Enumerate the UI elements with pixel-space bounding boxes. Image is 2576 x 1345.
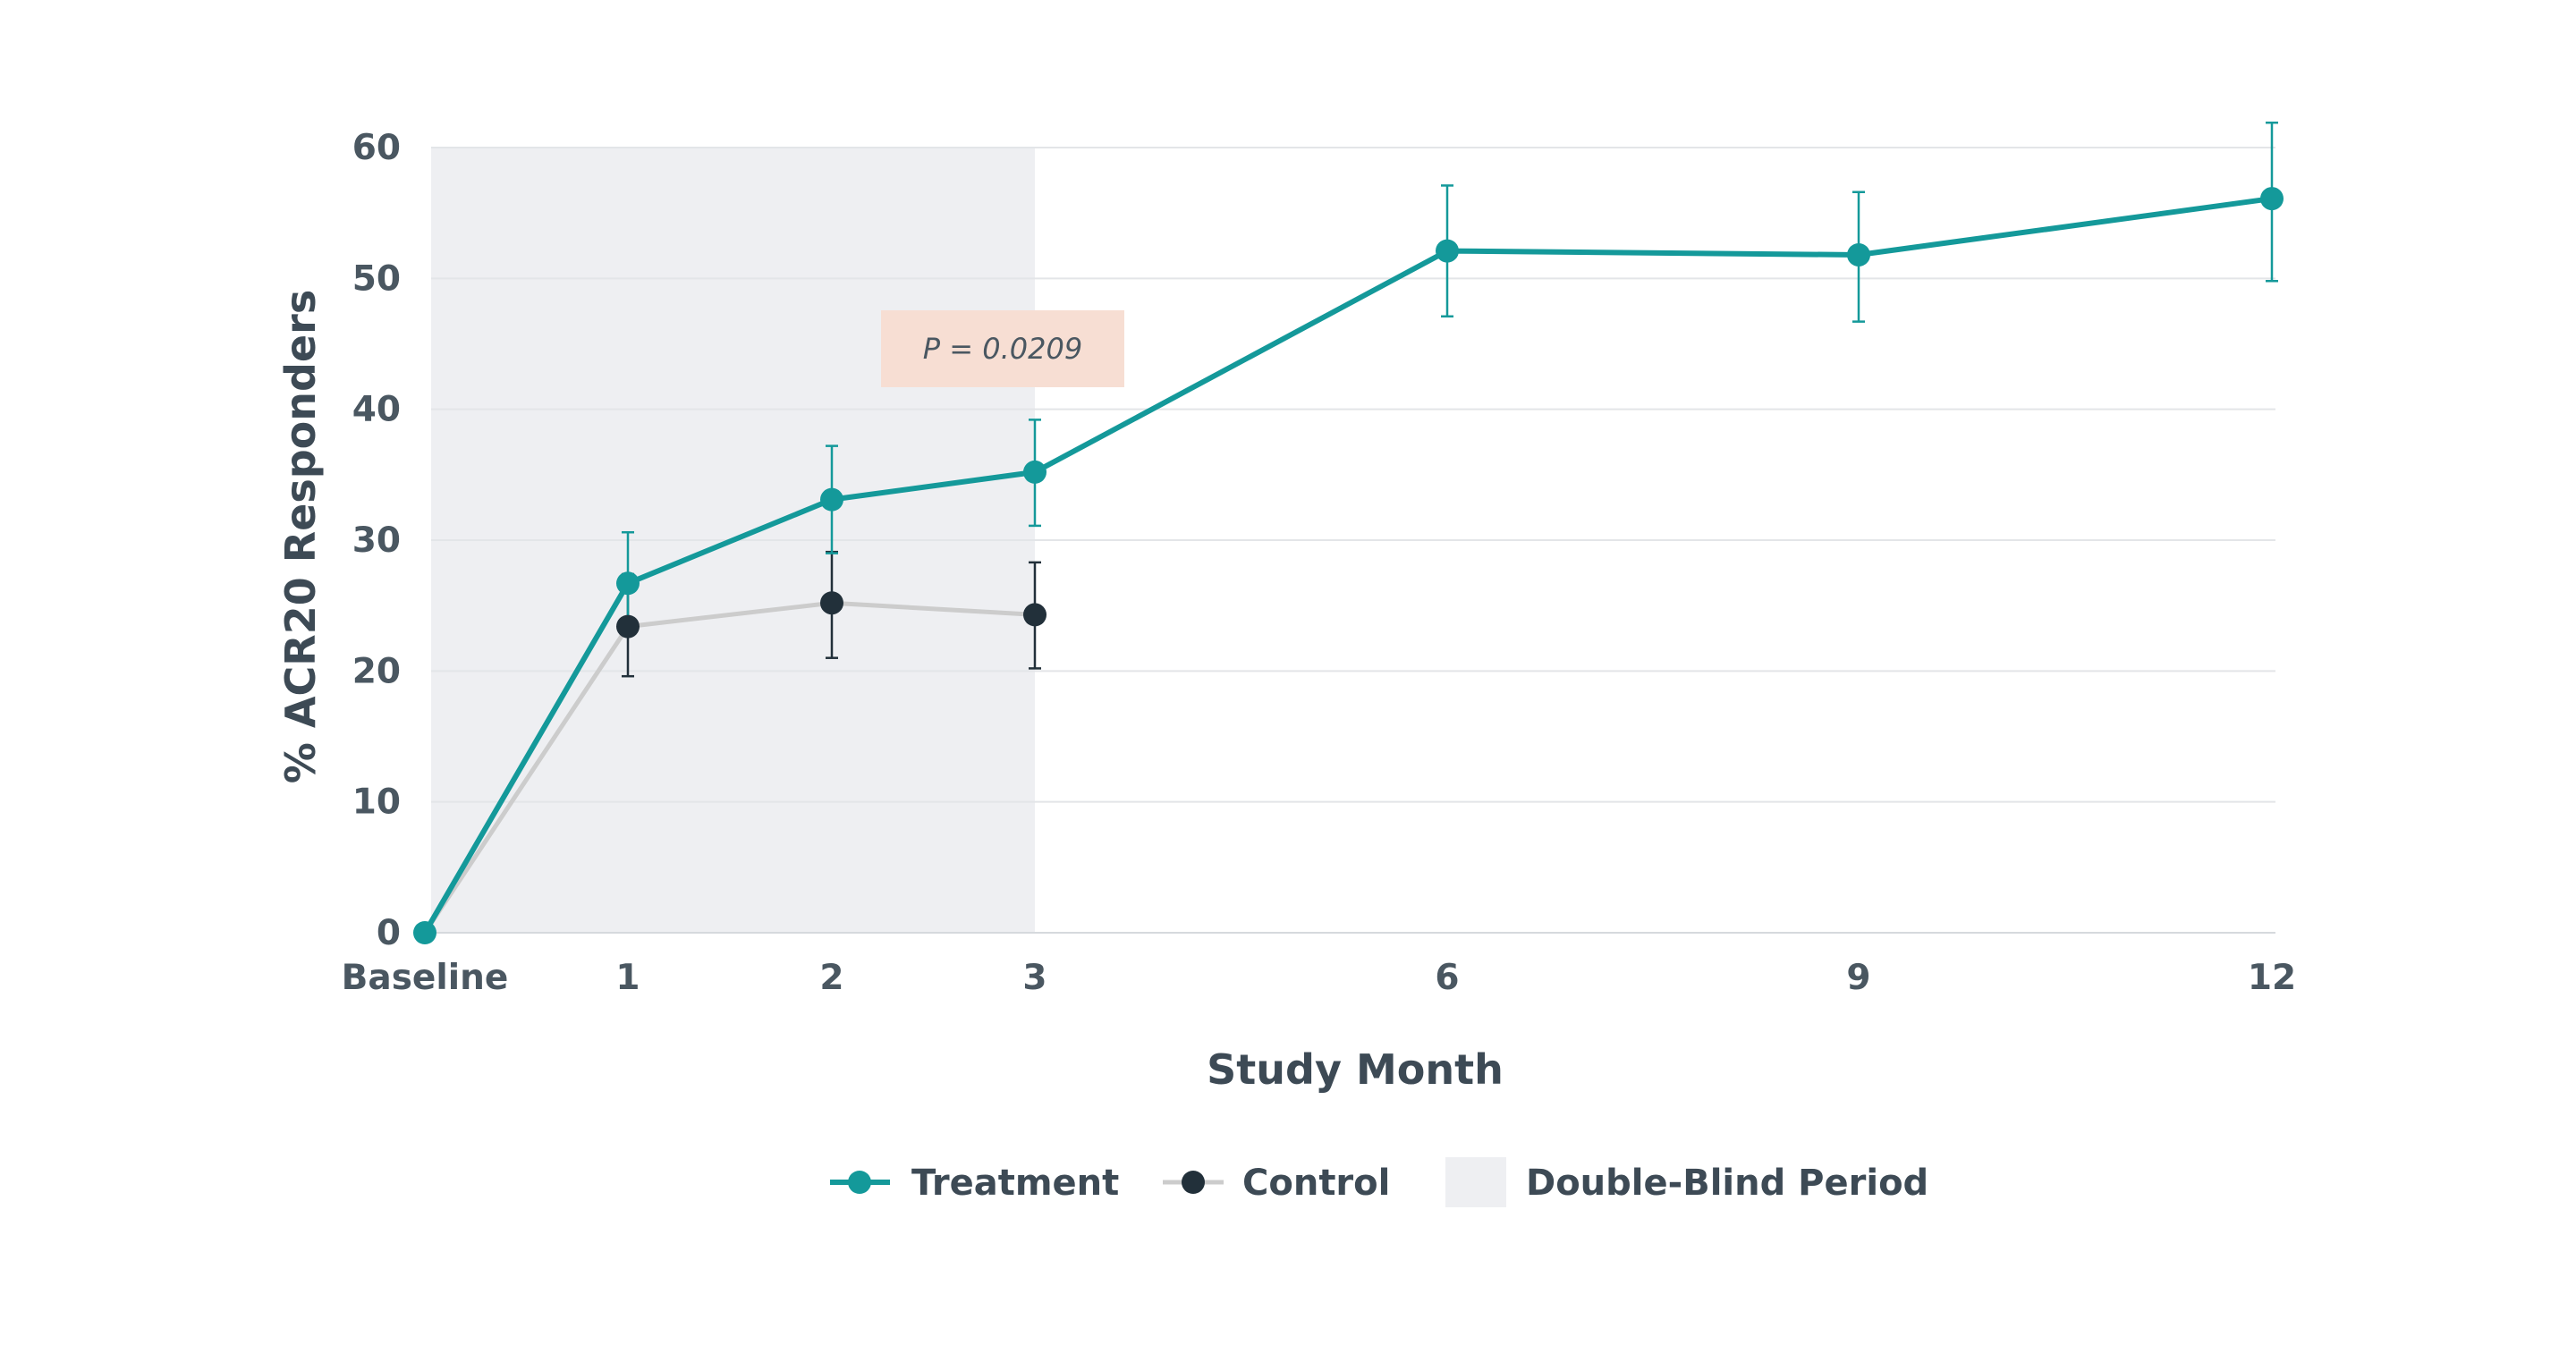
control-point xyxy=(820,591,843,615)
legend-item-control: Control xyxy=(1163,1163,1390,1204)
legend-item-treatment: Treatment xyxy=(830,1163,1119,1204)
treatment-point xyxy=(2260,187,2284,211)
control-point xyxy=(1023,603,1046,627)
y-tick-label: 10 xyxy=(352,782,401,823)
legend-marker-control xyxy=(1182,1171,1205,1194)
y-tick-label: 20 xyxy=(352,651,401,691)
x-tick-label: Baseline xyxy=(342,958,509,998)
control-line xyxy=(422,600,1036,935)
x-tick-label: 9 xyxy=(1846,958,1870,998)
treatment-point xyxy=(1023,460,1046,484)
x-tick-label: 6 xyxy=(1435,958,1459,998)
y-tick-label: 40 xyxy=(352,390,401,430)
x-tick-label: 2 xyxy=(819,958,843,998)
legend: Treatment Control Double-Blind Period xyxy=(830,1157,1928,1207)
legend-marker-treatment xyxy=(848,1171,871,1194)
y-tick-label: 30 xyxy=(352,520,401,561)
control-point xyxy=(616,614,640,639)
treatment-point xyxy=(1847,242,1870,266)
legend-label-treatment: Treatment xyxy=(911,1163,1119,1204)
legend-label-control: Control xyxy=(1242,1163,1390,1204)
y-tick-label: 0 xyxy=(377,913,401,953)
y-tick-label: 50 xyxy=(352,258,401,299)
treatment-point xyxy=(413,921,436,944)
treatment-point xyxy=(1436,239,1459,263)
y-axis-title: % ACR20 Responders xyxy=(276,290,325,783)
p-value-box xyxy=(881,310,1124,387)
x-tick-label: 1 xyxy=(615,958,640,998)
x-tick-label: 3 xyxy=(1022,958,1046,998)
legend-label-double-blind: Double-Blind Period xyxy=(1526,1163,1928,1204)
p-value-label: P = 0.0209 xyxy=(923,332,1082,366)
legend-item-double-blind: Double-Blind Period xyxy=(1445,1157,1928,1207)
treatment-point xyxy=(820,487,843,512)
legend-swatch-double-blind xyxy=(1445,1157,1506,1207)
y-tick-label: 60 xyxy=(352,128,401,168)
x-tick-label: 12 xyxy=(2248,958,2296,998)
treatment-point xyxy=(616,571,640,596)
x-axis-title: Study Month xyxy=(1207,1045,1504,1094)
